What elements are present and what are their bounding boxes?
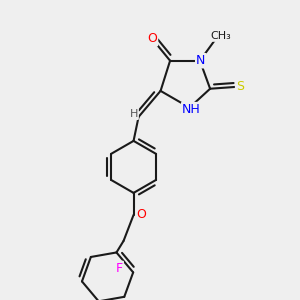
Text: F: F <box>116 262 123 275</box>
Text: N: N <box>196 54 206 67</box>
Text: O: O <box>136 208 146 221</box>
Text: NH: NH <box>182 103 201 116</box>
Text: S: S <box>236 80 244 93</box>
Text: H: H <box>129 109 138 119</box>
Text: CH₃: CH₃ <box>211 31 231 41</box>
Text: O: O <box>147 32 157 45</box>
